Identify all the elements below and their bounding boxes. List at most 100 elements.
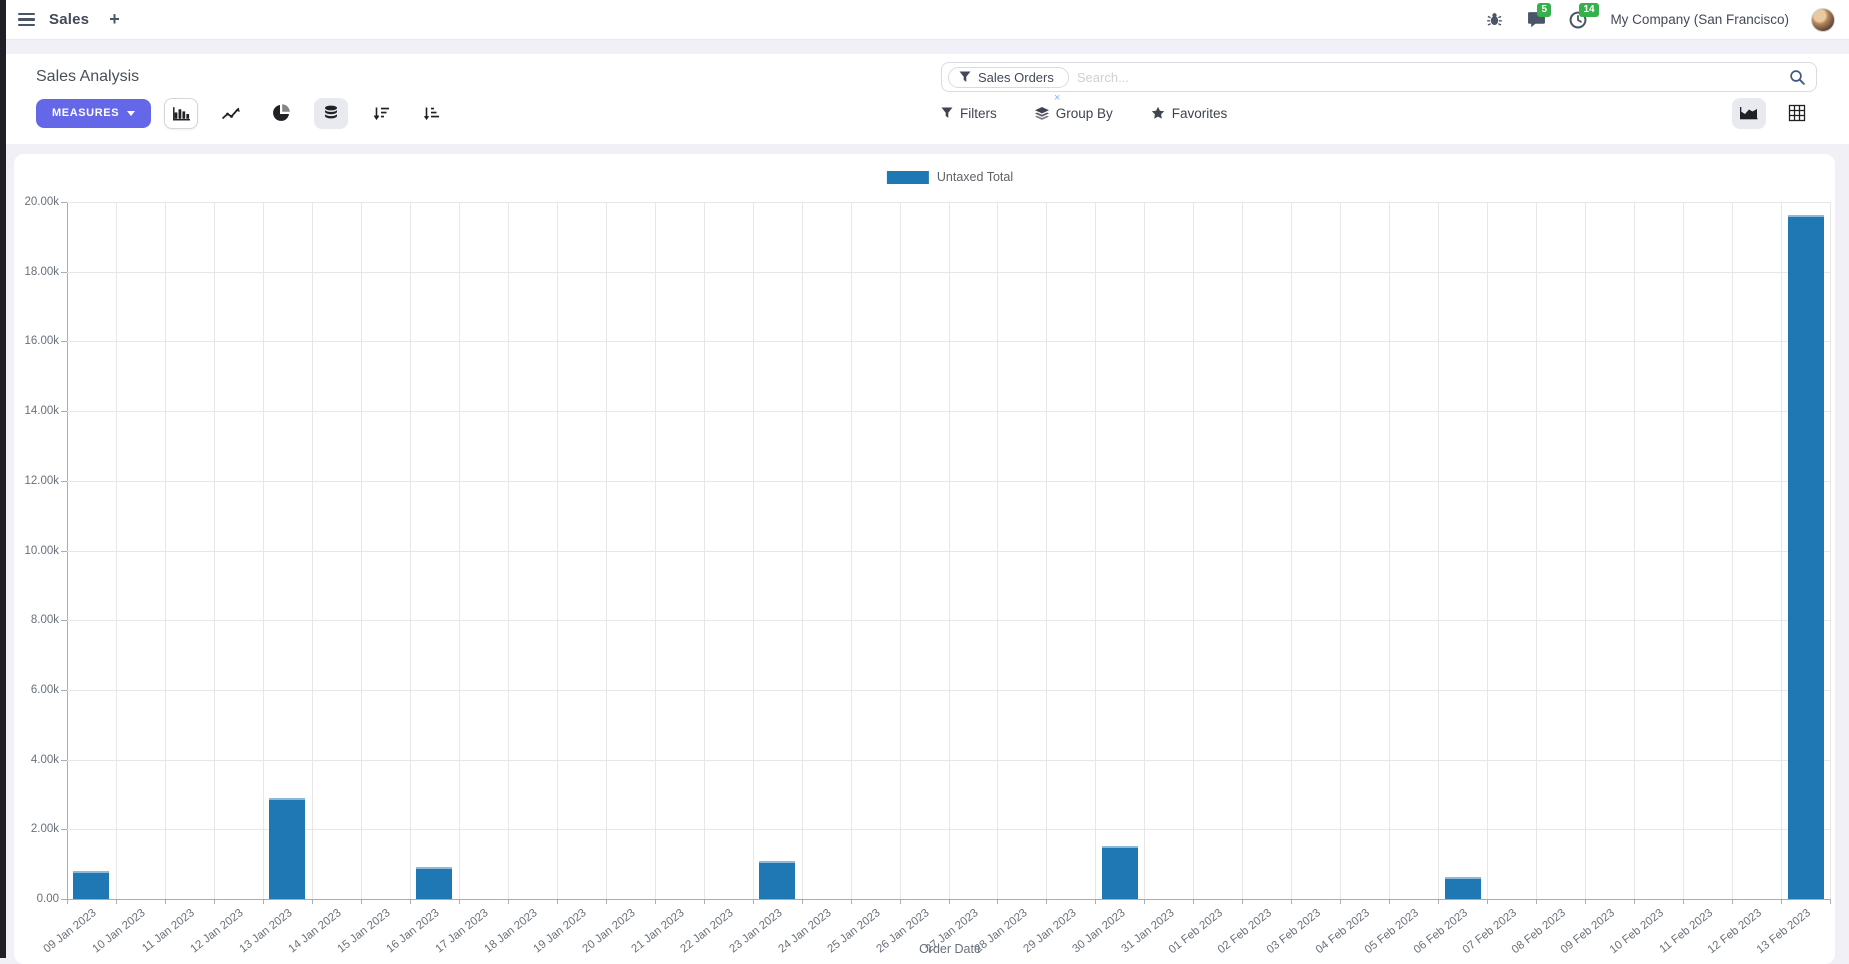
pie-chart-icon: [273, 104, 290, 121]
search-input[interactable]: [1076, 69, 1782, 85]
y-tick-label: 0.00: [36, 893, 59, 905]
star-icon: [1151, 106, 1164, 119]
x-axis-tick: [1683, 899, 1685, 904]
bar-chart-icon: [172, 106, 190, 120]
x-tick-label: 14 Jan 2023: [286, 907, 344, 956]
top-navbar: Sales + 5 14 My Company (San Francisco): [6, 0, 1849, 40]
x-axis-tick: [115, 899, 117, 904]
gridline-vertical: [1830, 202, 1831, 899]
facet-remove-icon[interactable]: ×: [1054, 92, 1061, 104]
sort-ascending-button[interactable]: [414, 98, 448, 129]
activities-clock-icon[interactable]: 14: [1568, 2, 1599, 30]
x-tick-label: 25 Jan 2023: [825, 907, 883, 956]
debug-bug-icon[interactable]: [1484, 10, 1504, 30]
gridline-horizontal: [67, 829, 1830, 831]
y-tick-label: 10.00k: [24, 544, 59, 557]
y-tick-label: 16.00k: [24, 335, 59, 348]
pivot-view-switch-button[interactable]: [1780, 98, 1814, 129]
graph-view-switch-button[interactable]: [1732, 97, 1766, 129]
apps-menu-icon[interactable]: [18, 12, 35, 27]
y-axis-tick: [61, 899, 67, 900]
x-axis-tick: [654, 899, 656, 904]
y-axis-tick: [61, 829, 67, 831]
favorites-dropdown[interactable]: Favorites: [1151, 106, 1227, 121]
user-avatar[interactable]: [1811, 7, 1835, 32]
y-axis-tick: [61, 759, 67, 761]
company-switcher[interactable]: My Company (San Francisco): [1610, 12, 1789, 27]
gridline-horizontal: [67, 411, 1830, 413]
x-tick-label: 30 Jan 2023: [1069, 907, 1128, 956]
x-tick-label: 18 Jan 2023: [482, 907, 540, 956]
measures-button[interactable]: MEASURES: [36, 98, 152, 128]
x-axis-tick: [262, 899, 264, 904]
filters-dropdown[interactable]: Filters: [941, 106, 997, 121]
bar-09-jan-2023[interactable]: [73, 870, 110, 899]
x-tick-label: 17 Jan 2023: [433, 907, 491, 956]
search-facet-sales-orders[interactable]: Sales Orders: [948, 66, 1069, 88]
stacked-toggle-button[interactable]: [314, 97, 349, 129]
new-tab-icon[interactable]: +: [109, 9, 120, 29]
y-tick-label: 8.00k: [30, 614, 59, 627]
x-axis-tick: [605, 899, 607, 904]
y-axis-tick: [61, 202, 67, 203]
x-tick-label: 21 Jan 2023: [629, 907, 687, 956]
group-by-dropdown[interactable]: Group By: [1034, 106, 1113, 121]
x-tick-label: 12 Jan 2023: [188, 907, 246, 956]
y-tick-label: 14.00k: [24, 405, 59, 418]
sort-ascending-icon: [423, 107, 440, 120]
bar-13-feb-2023[interactable]: [1787, 214, 1824, 899]
bar-chart-plot: 0.00 2.00k 4.00k 6.00k 8.00k 10.00k 12.00k 14.0…: [24, 196, 1831, 956]
bar-13-jan-2023[interactable]: [269, 797, 306, 899]
x-axis-tick: [1340, 899, 1342, 904]
x-tick-label: 24 Jan 2023: [776, 907, 834, 956]
x-axis-tick: [997, 899, 999, 904]
messages-icon[interactable]: 5: [1526, 2, 1551, 30]
gridline-horizontal: [67, 271, 1830, 273]
x-tick-label: 13 Feb 2023: [1754, 907, 1813, 957]
search-icon[interactable]: [1789, 69, 1806, 86]
window-edge: [0, 0, 6, 958]
chevron-down-icon: [127, 110, 136, 116]
y-tick-label: 2.00k: [30, 823, 59, 836]
x-axis-tick: [899, 899, 901, 904]
x-axis-tick: [1830, 899, 1831, 904]
gridline-horizontal: [67, 341, 1830, 343]
pie-chart-button[interactable]: [264, 98, 298, 129]
x-axis-tick: [1487, 899, 1489, 904]
x-axis-tick: [67, 899, 68, 904]
x-axis-tick: [801, 899, 803, 904]
app-name[interactable]: Sales: [49, 11, 90, 28]
bar-16-jan-2023[interactable]: [416, 866, 453, 899]
y-axis-tick: [61, 480, 67, 482]
y-tick-label: 20.00k: [24, 196, 59, 208]
bar-chart-view-button[interactable]: [164, 97, 199, 129]
bar-30-jan-2023[interactable]: [1101, 846, 1138, 899]
x-axis-tick: [1193, 899, 1195, 904]
x-axis-tick: [213, 899, 215, 904]
x-axis-tick: [1389, 899, 1391, 904]
x-tick-label: 10 Feb 2023: [1607, 907, 1666, 957]
x-axis-tick: [1144, 899, 1146, 904]
x-axis-tick: [1732, 899, 1734, 904]
sort-descending-button[interactable]: [364, 98, 398, 129]
gridline-horizontal: [67, 759, 1830, 761]
filter-funnel-icon: [941, 107, 953, 118]
line-chart-button[interactable]: [214, 98, 248, 129]
legend-untaxed-total[interactable]: Untaxed Total: [886, 170, 1014, 184]
bar-06-feb-2023[interactable]: [1444, 877, 1481, 899]
legend-label: Untaxed Total: [936, 170, 1014, 184]
x-axis-tick: [1291, 899, 1293, 904]
search-bar[interactable]: Sales Orders ×: [941, 62, 1817, 104]
y-tick-label: 4.00k: [30, 753, 59, 766]
x-tick-label: 23 Jan 2023: [727, 907, 785, 956]
legend-swatch: [886, 170, 929, 184]
y-axis-tick: [61, 689, 67, 691]
messages-count-badge: 5: [1537, 2, 1551, 17]
y-axis-tick: [61, 271, 67, 273]
x-axis-tick: [1242, 899, 1244, 904]
area-chart-icon: [1740, 107, 1758, 120]
bar-23-jan-2023[interactable]: [759, 861, 796, 899]
x-axis-tick: [311, 899, 313, 904]
x-axis-tick: [1046, 899, 1048, 904]
y-axis-tick: [61, 411, 67, 413]
